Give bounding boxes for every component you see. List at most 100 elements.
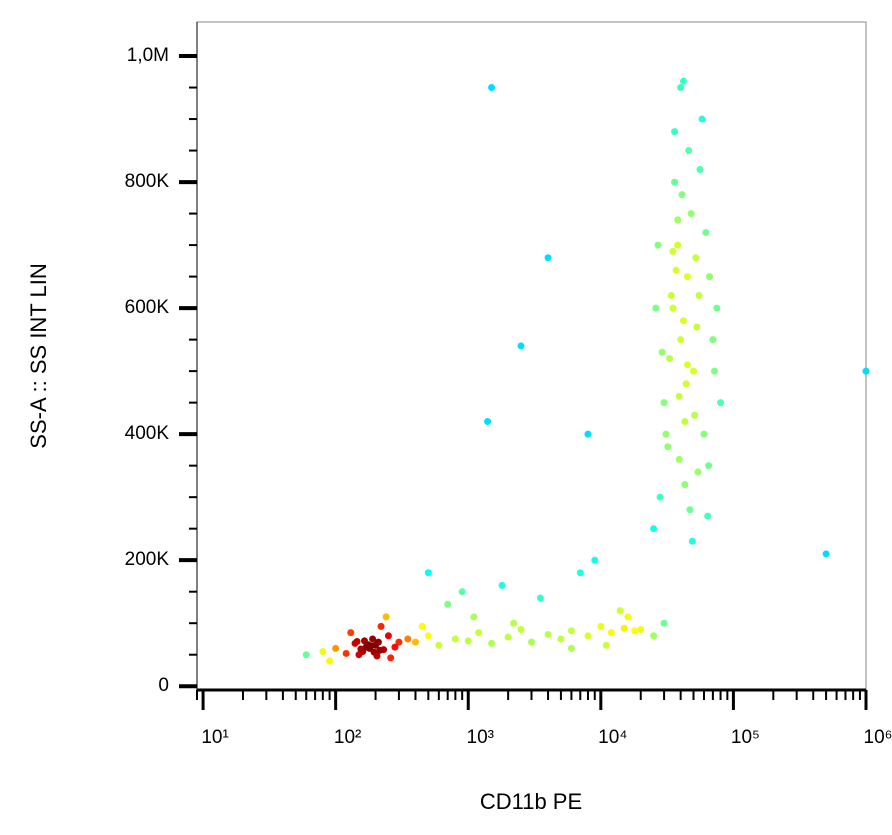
point [424,632,432,640]
point [342,649,350,657]
point [696,165,704,173]
point [681,481,689,489]
point [667,292,675,300]
point [475,629,483,637]
point [671,128,679,136]
point [395,638,403,646]
point [404,635,412,643]
point [677,336,685,344]
point [353,637,361,645]
point [384,632,392,640]
point [650,632,658,640]
point [387,654,395,662]
point [698,115,706,123]
point [624,613,632,621]
point [675,455,683,463]
point [652,304,660,312]
point [677,84,685,92]
point [675,392,683,400]
point [319,648,327,656]
point [654,241,662,249]
point [658,348,666,356]
y-tick-label: 1,0M [127,45,169,66]
point [391,643,399,651]
point [660,619,668,627]
point [690,367,698,375]
point [704,512,712,520]
point [695,292,703,300]
point [451,635,459,643]
point [679,77,687,85]
point [326,657,334,665]
point [713,304,721,312]
point [355,651,363,659]
point [702,228,710,236]
x-tick-label: 10⁶ [864,727,892,748]
point [662,430,670,438]
point [382,613,390,621]
point [597,622,605,630]
point [517,342,525,350]
point [470,613,478,621]
point [705,462,713,470]
point [484,418,492,426]
point [685,147,693,155]
point [694,468,702,476]
y-tick-label: 400K [125,423,170,444]
point [710,367,718,375]
point [418,622,426,630]
x-tick-label: 10⁴ [598,727,627,748]
x-tick-label: 10² [334,727,361,748]
point [717,399,725,407]
point [584,430,592,438]
point [616,607,624,615]
point [517,626,525,634]
point [536,594,544,602]
point [656,493,664,501]
point [660,399,668,407]
point [862,367,870,375]
point [444,600,452,608]
point [607,629,615,637]
point [683,361,691,369]
point [488,639,496,647]
x-axis-title: CD11b PE [480,789,582,814]
point [567,627,575,635]
point [567,644,575,652]
point [650,525,658,533]
point [302,651,310,659]
point [666,355,674,363]
point [693,323,701,331]
point [664,443,672,451]
point [498,581,506,589]
point [464,637,472,645]
point [687,210,695,218]
point [674,216,682,224]
point [367,642,375,650]
point [458,588,466,596]
point [669,304,677,312]
point [377,622,385,630]
point [544,631,552,639]
point [822,550,830,558]
point [504,633,512,641]
point [686,506,694,514]
point [435,641,443,649]
point [332,644,340,652]
point [357,645,365,653]
point [692,254,700,262]
point [674,241,682,249]
point [671,178,679,186]
point [376,646,384,654]
point [682,380,690,388]
point [557,635,565,643]
point [709,336,717,344]
point [411,638,419,646]
x-tick-label: 10³ [467,727,494,748]
point [637,626,645,634]
point [631,627,639,635]
x-tick-label: 10¹ [201,727,228,748]
point [374,638,382,646]
x-tick-label: 10⁵ [731,727,760,748]
